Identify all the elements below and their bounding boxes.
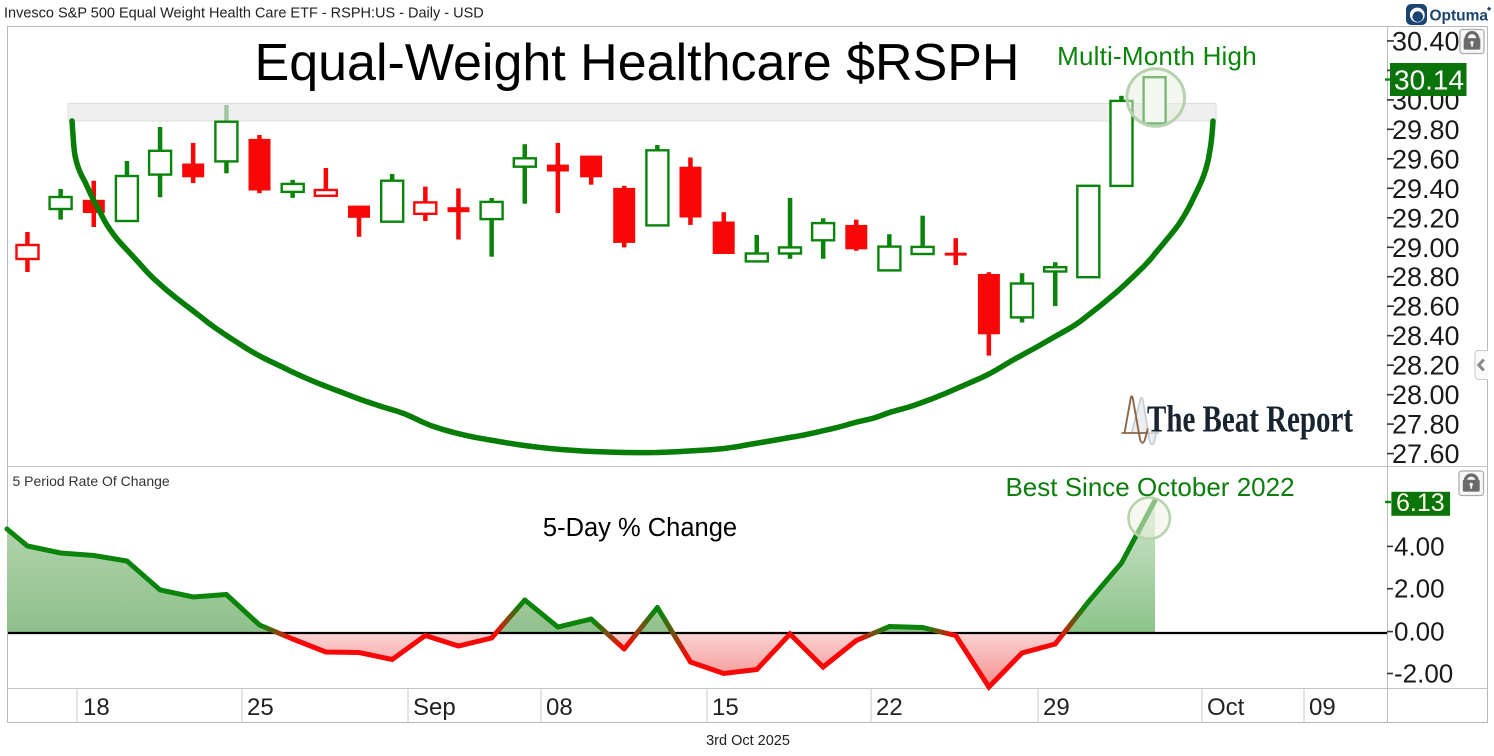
svg-text:30.14: 30.14 [1394,65,1464,96]
svg-text:3rd Oct 2025: 3rd Oct 2025 [706,733,790,749]
svg-text:29.00: 29.00 [1392,233,1460,263]
svg-text:6.13: 6.13 [1396,489,1445,517]
svg-text:18: 18 [83,694,110,721]
svg-text:30.40: 30.40 [1392,26,1460,56]
svg-text:27.60: 27.60 [1392,439,1460,469]
svg-text:28.80: 28.80 [1392,262,1460,292]
svg-text:2.00: 2.00 [1394,574,1445,604]
svg-text:5-Day % Change: 5-Day % Change [543,514,737,542]
svg-text:28.20: 28.20 [1392,351,1460,381]
svg-text:4.00: 4.00 [1394,531,1445,561]
svg-text:Oct: Oct [1207,694,1245,721]
svg-text:Optuma: Optuma [1430,8,1489,25]
svg-text:29: 29 [1043,694,1070,721]
svg-text:29.40: 29.40 [1392,174,1460,204]
svg-text:-2.00: -2.00 [1394,659,1453,689]
svg-text:28.00: 28.00 [1392,380,1460,410]
svg-text:15: 15 [712,694,739,721]
svg-text:Invesco S&P 500 Equal Weight H: Invesco S&P 500 Equal Weight Health Care… [4,6,484,22]
svg-text:Multi-Month High: Multi-Month High [1057,41,1257,71]
svg-text:Sep: Sep [413,694,456,721]
svg-text:25: 25 [247,694,274,721]
svg-text:22: 22 [876,694,903,721]
svg-text:28.60: 28.60 [1392,292,1460,322]
svg-text:08: 08 [546,694,573,721]
svg-text:5 Period Rate Of Change: 5 Period Rate Of Change [13,473,170,489]
svg-text:29.60: 29.60 [1392,144,1460,174]
svg-text:Equal-Weight Healthcare $RSPH: Equal-Weight Healthcare $RSPH [255,34,1020,92]
svg-text:Best Since October 2022: Best Since October 2022 [1005,472,1294,502]
svg-text:29.80: 29.80 [1392,115,1460,145]
svg-text:27.80: 27.80 [1392,410,1460,440]
svg-text:28.40: 28.40 [1392,321,1460,351]
svg-text:09: 09 [1309,694,1336,721]
svg-text:The Beat Report: The Beat Report [1147,399,1353,441]
svg-text:0.00: 0.00 [1394,617,1445,647]
svg-text:29.20: 29.20 [1392,203,1460,233]
